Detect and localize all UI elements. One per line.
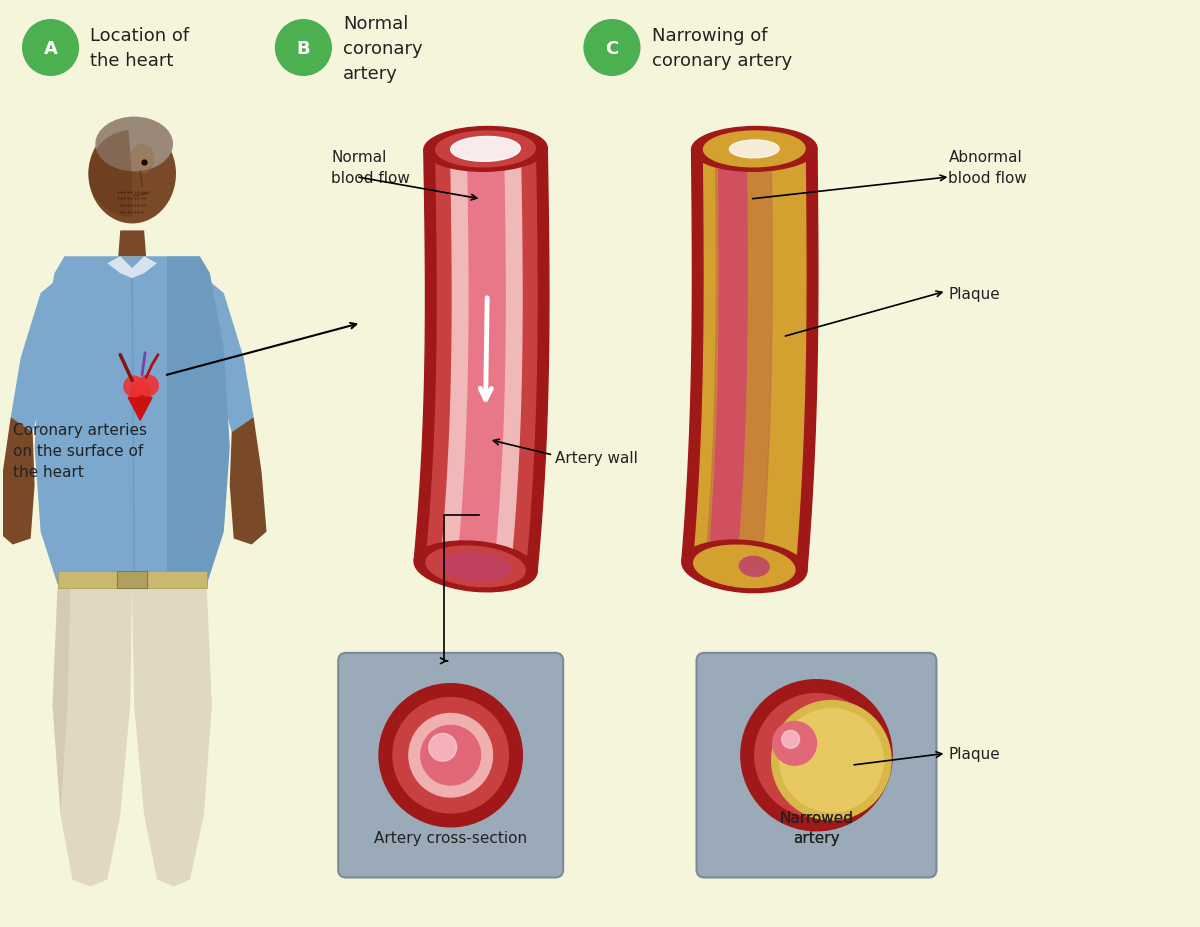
Polygon shape (53, 589, 132, 886)
Circle shape (23, 20, 78, 76)
Polygon shape (58, 572, 206, 589)
Polygon shape (128, 398, 152, 421)
Text: Narrowing of
coronary artery: Narrowing of coronary artery (652, 27, 792, 70)
Circle shape (409, 714, 492, 797)
Circle shape (392, 698, 509, 813)
Polygon shape (11, 273, 74, 439)
Polygon shape (132, 589, 212, 886)
Text: Abnormal
blood flow: Abnormal blood flow (948, 149, 1027, 185)
Polygon shape (709, 150, 748, 566)
Polygon shape (190, 273, 253, 439)
Ellipse shape (414, 541, 538, 592)
Text: Narrowed
artery: Narrowed artery (780, 810, 853, 844)
FancyBboxPatch shape (338, 654, 563, 878)
Polygon shape (0, 418, 35, 545)
Ellipse shape (739, 557, 769, 577)
Circle shape (276, 20, 331, 76)
Polygon shape (157, 257, 229, 585)
Text: Normal
blood flow: Normal blood flow (331, 149, 410, 185)
Circle shape (781, 730, 799, 748)
Circle shape (421, 726, 480, 785)
Polygon shape (440, 149, 522, 570)
Circle shape (780, 709, 883, 812)
Circle shape (428, 733, 457, 761)
Ellipse shape (137, 375, 160, 397)
Ellipse shape (95, 118, 173, 172)
Circle shape (740, 680, 892, 831)
Polygon shape (107, 257, 157, 279)
Polygon shape (457, 149, 505, 568)
Text: C: C (605, 40, 618, 57)
Wedge shape (89, 131, 132, 218)
Ellipse shape (440, 552, 510, 581)
Ellipse shape (124, 376, 145, 398)
Text: Normal
coronary
artery: Normal coronary artery (343, 15, 422, 83)
Circle shape (584, 20, 640, 76)
Ellipse shape (451, 137, 521, 162)
Polygon shape (426, 149, 536, 571)
Circle shape (755, 694, 878, 817)
Circle shape (379, 684, 522, 827)
Ellipse shape (130, 382, 151, 404)
Text: Plaque: Plaque (948, 746, 1000, 761)
Bar (118, 572, 148, 589)
Text: Plaque: Plaque (948, 286, 1000, 301)
Polygon shape (706, 149, 772, 568)
Text: B: B (296, 40, 310, 57)
FancyBboxPatch shape (696, 654, 936, 878)
Text: Location of
the heart: Location of the heart (90, 27, 190, 70)
Ellipse shape (424, 127, 547, 172)
Ellipse shape (89, 125, 176, 224)
Ellipse shape (130, 145, 155, 174)
Text: Artery wall: Artery wall (556, 450, 638, 465)
Text: Narrowed
artery: Narrowed artery (780, 810, 853, 844)
Polygon shape (229, 418, 266, 545)
Polygon shape (53, 589, 71, 815)
Ellipse shape (436, 132, 535, 168)
Ellipse shape (426, 546, 526, 587)
Circle shape (773, 721, 816, 766)
Polygon shape (694, 149, 806, 571)
Polygon shape (682, 149, 818, 572)
Text: Coronary arteries
on the surface of
the heart: Coronary arteries on the surface of the … (13, 423, 146, 480)
Ellipse shape (694, 546, 794, 588)
Ellipse shape (682, 540, 806, 593)
Polygon shape (414, 148, 548, 573)
Ellipse shape (703, 132, 805, 168)
Text: A: A (43, 40, 58, 57)
Text: Artery cross-section: Artery cross-section (374, 830, 527, 844)
Ellipse shape (691, 127, 817, 172)
Polygon shape (119, 231, 146, 257)
Circle shape (772, 701, 892, 820)
Ellipse shape (730, 141, 779, 159)
Polygon shape (35, 257, 229, 585)
